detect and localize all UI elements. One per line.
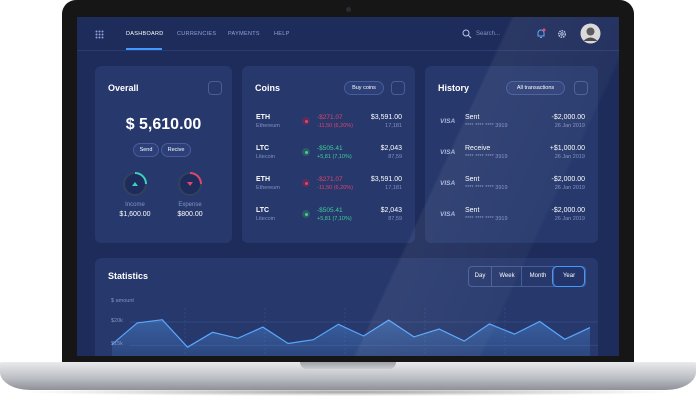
- expense-icon: [178, 172, 202, 196]
- transaction-amount: -$2,000.00: [551, 207, 585, 214]
- y-tick-label: $15k: [111, 341, 123, 348]
- income-icon: [123, 172, 147, 196]
- transaction-date: 26 Jan 2019: [554, 216, 585, 222]
- coin-change-pct: +5,81 (7,10%): [317, 216, 352, 222]
- laptop-notch: [300, 362, 396, 369]
- coins-card: Coins Buy coins ETH Ethereum -$271.07 -11,5…: [242, 66, 415, 243]
- transaction-date: 26 Jan 2019: [554, 185, 585, 191]
- coin-change: -$505.41: [317, 145, 343, 152]
- trend-dot: [304, 181, 308, 185]
- card-brand: VISA: [440, 211, 456, 218]
- overall-card: Overall $ 5,610.00 Send Recive Income $1…: [95, 66, 232, 243]
- card-title: History: [438, 83, 470, 93]
- search-icon[interactable]: [462, 29, 472, 39]
- screen: Search... Overall $ 5,610.00 Send Recive…: [77, 17, 619, 356]
- coin-price: $3,591.00: [370, 114, 402, 121]
- transaction-date: 26 Jan 2019: [554, 123, 585, 129]
- refresh-button[interactable]: [208, 81, 222, 95]
- nav-item[interactable]: DASHBOARD: [126, 31, 164, 37]
- coin-name: Ethereum: [256, 123, 280, 129]
- settings-icon[interactable]: [557, 29, 567, 39]
- y-axis-label: $ amount: [111, 298, 134, 304]
- card-title: Coins: [255, 83, 281, 93]
- all-transactions-button[interactable]: All transactions: [506, 81, 565, 95]
- coin-symbol: LTC: [256, 207, 270, 214]
- transaction-amount: -$2,000.00: [551, 114, 585, 121]
- nav-item[interactable]: PAYMENTS: [228, 31, 260, 37]
- card-number: **** **** **** 3919: [465, 154, 508, 160]
- line: [111, 319, 591, 348]
- expense-label: Expense: [178, 202, 202, 208]
- coin-change: -$505.41: [317, 207, 343, 214]
- coin-change: -$271.07: [317, 114, 343, 121]
- menu-icon[interactable]: [95, 30, 104, 39]
- refresh-button[interactable]: [574, 81, 588, 95]
- nav-item[interactable]: CURRENCIES: [177, 31, 217, 37]
- navbar: [77, 17, 619, 51]
- transaction-type: Receive: [465, 145, 491, 152]
- period-tab[interactable]: Day: [474, 273, 486, 279]
- trend-dot: [304, 119, 308, 123]
- nav-active-indicator: [126, 48, 162, 50]
- period-tab[interactable]: Week: [491, 267, 522, 286]
- coin-symbol: LTC: [256, 145, 270, 152]
- line-area: [112, 319, 590, 356]
- refresh-button[interactable]: [391, 81, 405, 95]
- coin-volume: 87,59: [388, 154, 402, 160]
- coin-name: Litecoin: [256, 154, 275, 160]
- statistics-card: Statistics Day Week Month Year $ amount $20…: [95, 258, 598, 356]
- trend-dot: [304, 212, 308, 216]
- coin-volume: 87,59: [388, 216, 402, 222]
- card-brand: VISA: [440, 118, 456, 125]
- coin-name: Ethereum: [256, 185, 280, 191]
- transaction-amount: +$1,000.00: [549, 145, 585, 152]
- coin-price: $2,043: [380, 207, 402, 214]
- card-brand: VISA: [440, 149, 456, 156]
- send-button[interactable]: Send: [133, 143, 159, 157]
- coin-volume: 17,181: [385, 185, 402, 191]
- transaction-amount: -$2,000.00: [551, 176, 585, 183]
- search-input[interactable]: Search...: [476, 31, 501, 37]
- camera: [346, 7, 351, 12]
- income-value: $1,600.00: [119, 211, 151, 218]
- card-brand: VISA: [440, 180, 456, 187]
- transaction-date: 26 Jan 2019: [554, 154, 585, 160]
- period-tab[interactable]: Year: [552, 266, 585, 287]
- card-title: Overall: [108, 83, 139, 93]
- coin-change-pct: -11,50 (6,20%): [317, 123, 353, 129]
- coin-symbol: ETH: [256, 114, 270, 121]
- bell-icon[interactable]: [536, 28, 546, 39]
- avatar[interactable]: [580, 23, 601, 44]
- coin-change: -$271.07: [317, 176, 343, 183]
- receive-button[interactable]: Recive: [161, 143, 191, 157]
- laptop-shadow: [20, 388, 676, 396]
- income-label: Income: [125, 202, 145, 208]
- period-tabs: Day Week Month Year: [468, 266, 586, 287]
- coin-symbol: ETH: [256, 176, 270, 183]
- statistics-chart: [111, 308, 598, 356]
- transaction-type: Sent: [465, 176, 480, 183]
- card-number: **** **** **** 3919: [465, 123, 508, 129]
- y-tick-label: $20k: [111, 318, 123, 324]
- coin-price: $3,591.00: [370, 176, 402, 183]
- history-card: History All transactions VISA Sent **** **…: [425, 66, 598, 243]
- transaction-type: Sent: [465, 207, 480, 214]
- expense-value: $800.00: [177, 211, 203, 218]
- balance: $ 5,610.00: [125, 116, 202, 133]
- period-tab[interactable]: Month: [521, 267, 554, 286]
- coin-change-pct: +5,81 (7,10%): [317, 154, 352, 160]
- coin-volume: 17,181: [385, 123, 402, 129]
- trend-dot: [304, 150, 308, 154]
- coin-price: $2,043: [380, 145, 402, 152]
- nav-item[interactable]: HELP: [274, 31, 290, 37]
- coin-name: Litecoin: [256, 216, 275, 222]
- card-number: **** **** **** 3919: [465, 216, 508, 222]
- card-title: Statistics: [108, 271, 149, 281]
- transaction-type: Sent: [465, 114, 480, 121]
- card-number: **** **** **** 3919: [465, 185, 508, 191]
- buy-coins-button[interactable]: Buy coins: [344, 81, 384, 95]
- coin-change-pct: -11,50 (6,20%): [317, 185, 353, 191]
